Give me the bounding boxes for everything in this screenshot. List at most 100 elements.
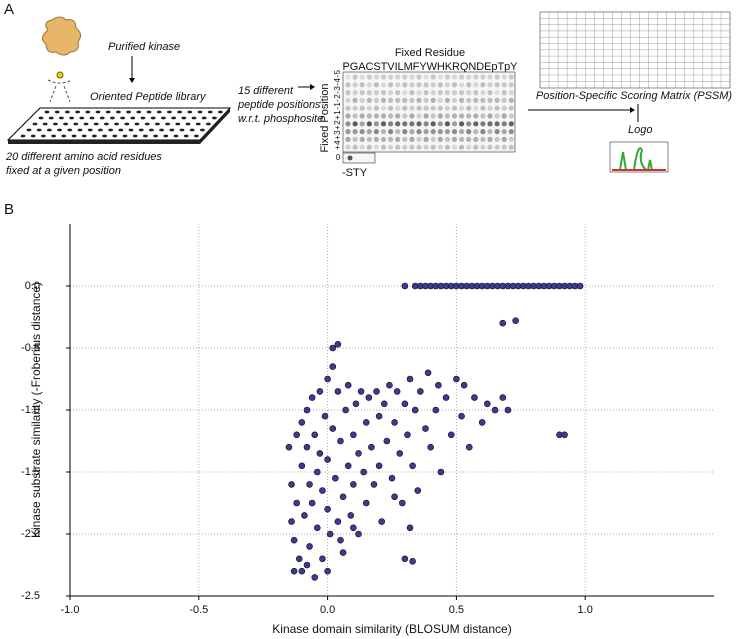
array-spot	[388, 136, 394, 142]
point	[352, 400, 360, 408]
array-spot	[480, 90, 486, 96]
point	[442, 394, 450, 401]
point	[350, 524, 357, 532]
array-spot	[437, 74, 443, 80]
array-spot	[487, 136, 493, 142]
array-spot	[473, 90, 479, 96]
array-spot	[402, 97, 408, 103]
point	[324, 505, 331, 513]
array-spot	[437, 121, 443, 127]
well	[71, 134, 77, 138]
array-spot	[423, 82, 429, 88]
array-spot	[402, 105, 408, 111]
point	[337, 536, 344, 544]
array-spot	[373, 74, 379, 80]
array-spot	[508, 144, 514, 150]
array-spot	[395, 82, 401, 88]
well	[195, 122, 201, 126]
array-spot	[508, 121, 514, 127]
well	[54, 110, 60, 114]
well	[36, 128, 42, 132]
point	[437, 468, 445, 476]
fixed-residue-title: Fixed Residue	[395, 47, 465, 59]
array-spot	[366, 121, 372, 127]
array-spot	[437, 105, 443, 111]
array-spot	[373, 113, 379, 119]
array-spot	[409, 82, 415, 88]
array-spot	[366, 82, 372, 88]
array-spot	[359, 121, 365, 127]
array-spot	[430, 82, 436, 88]
point	[391, 493, 398, 501]
array-spot	[501, 136, 507, 142]
point	[290, 536, 298, 544]
well	[175, 122, 181, 126]
array-spot	[501, 105, 507, 111]
array-spot	[409, 105, 415, 111]
array-spot	[494, 105, 500, 111]
array-spot	[366, 136, 372, 142]
array-spot	[444, 74, 450, 80]
pssm-title: Position-Specific Scoring Matrix (PSSM)	[536, 90, 733, 102]
library-text: Oriented Peptide library	[90, 91, 207, 103]
array-spot	[473, 82, 479, 88]
point	[303, 443, 311, 451]
plate-edge	[8, 108, 230, 144]
array-spot	[423, 90, 429, 96]
array-spot	[508, 90, 514, 96]
well	[138, 128, 144, 132]
well	[200, 128, 205, 132]
array-spot	[352, 113, 358, 119]
array-spot	[416, 97, 422, 103]
well	[140, 116, 146, 120]
array-spot	[459, 136, 465, 142]
control-label: -STY	[342, 167, 368, 179]
drop-lines	[47, 79, 73, 103]
array-spot	[409, 74, 415, 80]
array-spot	[345, 136, 351, 142]
well	[171, 116, 177, 120]
array-spot	[380, 97, 387, 103]
point	[362, 419, 370, 426]
array-spot	[487, 113, 493, 119]
array-spot	[395, 97, 401, 103]
point	[465, 443, 473, 451]
array-spot	[508, 105, 514, 111]
fixed-position-title: Fixed Position	[319, 83, 331, 152]
array-spot	[423, 121, 429, 127]
array-spot	[466, 144, 472, 150]
array-spot	[501, 90, 507, 96]
well	[30, 134, 36, 138]
array-spot	[359, 97, 365, 103]
positions-text: w.r.t. phosphosite	[238, 113, 323, 125]
point	[344, 462, 352, 470]
array-spot	[437, 129, 443, 135]
well	[89, 116, 95, 120]
well	[69, 116, 74, 120]
logo-letters	[619, 147, 653, 171]
array-spot	[423, 144, 429, 150]
array-spot	[501, 129, 507, 135]
point	[375, 412, 383, 420]
array-spot	[409, 144, 415, 150]
array-spot	[345, 90, 351, 96]
array-spot	[366, 74, 372, 80]
array-spot	[487, 144, 493, 150]
array-spot	[437, 113, 443, 119]
array-spot	[459, 82, 465, 88]
well	[218, 110, 223, 114]
array-spot	[388, 74, 394, 80]
point	[342, 406, 349, 414]
well	[32, 122, 38, 126]
array-spot	[473, 121, 479, 127]
array-spot	[480, 136, 486, 142]
well	[163, 134, 169, 138]
array-spot	[409, 113, 415, 119]
array-spot	[501, 82, 507, 88]
control-frame	[342, 152, 376, 164]
x-tick-label: 1.0	[578, 604, 593, 616]
zero-label: 0	[336, 153, 341, 162]
well	[146, 110, 152, 114]
array-spot	[373, 90, 379, 96]
point	[576, 282, 584, 290]
